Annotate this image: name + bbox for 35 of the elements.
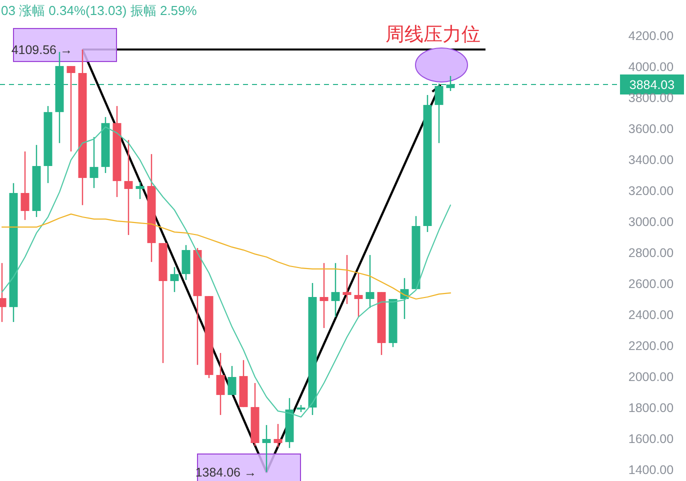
y-tick-label: 2600.00 (628, 277, 674, 292)
y-tick-label: 3400.00 (628, 153, 674, 168)
candlestick (216, 352, 225, 416)
ref-line-label: 3884.03 (629, 78, 675, 92)
candlestick (262, 424, 271, 473)
candlestick (170, 266, 179, 293)
line-series (1, 214, 452, 300)
candlestick (20, 150, 30, 221)
candlestick (331, 262, 340, 318)
candlestick (136, 181, 144, 200)
candlestick (90, 136, 98, 189)
y-tick-label: 2800.00 (628, 246, 674, 260)
candlestick (124, 139, 133, 236)
y-tick-label: 3600.00 (628, 122, 674, 136)
y-tick-label: 4200.00 (628, 29, 674, 43)
candlestick (354, 272, 363, 318)
candlestick (366, 254, 374, 309)
y-tick-label: 3800.00 (628, 91, 674, 106)
y-tick-label: 2400.00 (628, 308, 674, 322)
y-tick-label: 3200.00 (628, 184, 674, 198)
y-tick-label: 4000.00 (628, 60, 674, 74)
y-tick-label: 1400.00 (628, 463, 674, 478)
ref-line-label: 周线压力位 (386, 24, 480, 46)
candlestick (66, 65, 76, 152)
candlestick (274, 423, 282, 448)
text: 03 涨幅 0.34%(13.03) 振幅 2.59% (1, 3, 198, 18)
candlestick (342, 254, 352, 305)
y-tick-label: 1600.00 (628, 432, 674, 446)
y-tick-label: 2200.00 (628, 339, 674, 354)
y-tick-label: 1800.00 (628, 401, 674, 416)
candlestick (228, 365, 236, 396)
line-series (1, 126, 452, 418)
y-tick-label: 2000.00 (628, 370, 674, 384)
candlestick (320, 262, 328, 329)
y-tick-label: 3000.00 (628, 215, 674, 230)
